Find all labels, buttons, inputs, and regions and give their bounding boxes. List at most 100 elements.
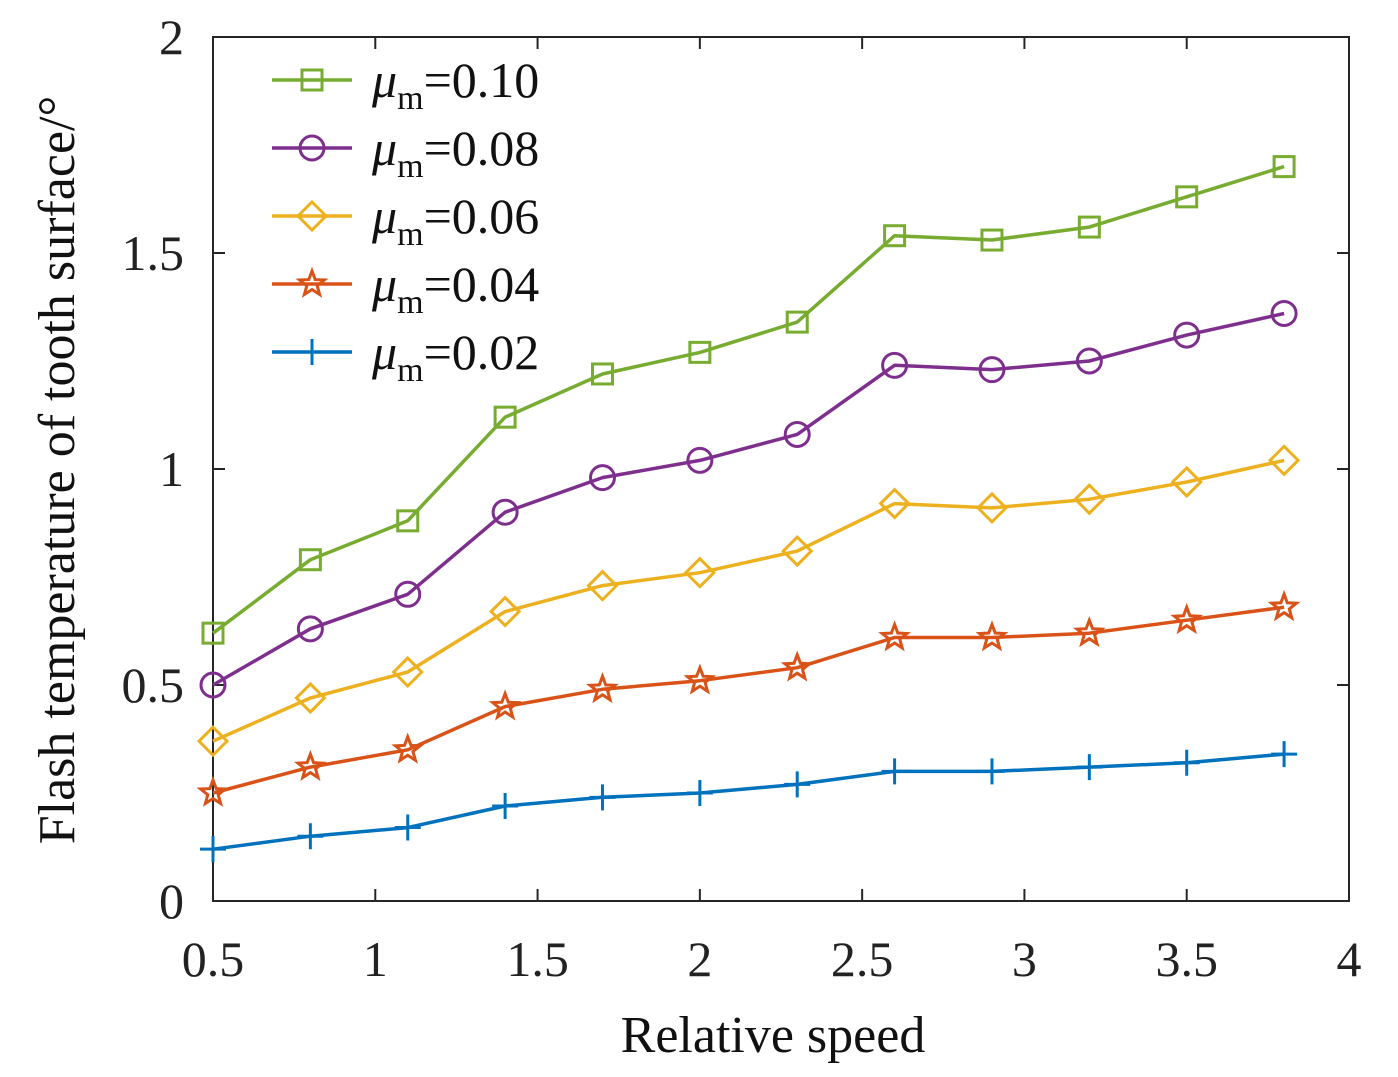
legend-symbol: μ <box>371 256 397 312</box>
data-point-star <box>878 620 912 652</box>
series-line <box>212 752 1285 851</box>
series-3 <box>196 589 1301 807</box>
data-point-square <box>396 509 420 533</box>
legend-value: =0.02 <box>424 324 540 380</box>
data-point-square <box>201 621 225 645</box>
legend-value: =0.04 <box>424 256 540 312</box>
legend-subscript: m <box>397 284 423 321</box>
data-point-plus <box>492 792 519 819</box>
series-line <box>212 458 1285 743</box>
x-tick-label: 4 <box>1337 931 1362 987</box>
series-line <box>212 605 1285 795</box>
data-point-star <box>196 775 230 807</box>
legend-marker-circle <box>298 134 326 162</box>
legend-marker-plus <box>299 339 325 365</box>
legend-label: μm=0.02 <box>371 324 539 389</box>
data-point-circle <box>199 671 227 699</box>
data-point-star <box>586 671 619 704</box>
x-tick-label: 0.5 <box>182 931 245 987</box>
data-point-circle <box>394 580 422 608</box>
data-point-square <box>590 362 614 386</box>
legend-item: μm=0.04 <box>272 256 539 321</box>
series-layer <box>196 155 1301 863</box>
data-point-star <box>1170 602 1204 635</box>
data-point-star <box>1267 589 1301 622</box>
legend-subscript: m <box>397 352 423 389</box>
legend-subscript: m <box>397 216 423 253</box>
x-tick-label: 3 <box>1012 931 1037 987</box>
y-axis-label: Flash temperature of tooth surface/° <box>29 96 86 845</box>
data-point-circle <box>978 356 1006 384</box>
legend-label: μm=0.10 <box>371 52 539 117</box>
series-2 <box>196 444 1301 758</box>
data-point-square <box>980 228 1004 252</box>
data-point-star <box>488 689 522 721</box>
data-point-diamond <box>488 595 522 628</box>
data-point-circle <box>881 351 909 379</box>
data-point-square <box>1175 185 1199 209</box>
legend-label: μm=0.04 <box>371 256 539 321</box>
x-tick-label: 2.5 <box>831 931 894 987</box>
data-point-plus <box>589 784 616 811</box>
legend-value: =0.08 <box>424 120 540 176</box>
x-axis-label: Relative speed <box>621 1007 926 1064</box>
legend-marker-diamond <box>295 199 329 233</box>
data-point-star <box>1073 615 1106 648</box>
data-point-square <box>785 310 809 334</box>
data-point-square <box>1272 155 1296 179</box>
y-tick-label: 0 <box>159 873 184 929</box>
data-point-square <box>688 340 712 364</box>
legend-item: μm=0.10 <box>272 52 539 117</box>
series-line <box>212 311 1285 687</box>
data-point-square <box>493 405 517 429</box>
data-point-square <box>883 224 907 248</box>
data-point-diamond <box>683 556 716 589</box>
data-point-circle <box>1270 299 1298 327</box>
data-point-star <box>683 663 717 695</box>
y-tick-label: 1 <box>159 441 184 497</box>
data-point-plus <box>1173 749 1200 776</box>
legend-subscript: m <box>397 148 423 185</box>
data-point-diamond <box>975 491 1009 525</box>
legend-label: μm=0.06 <box>371 188 539 253</box>
legend-symbol: μ <box>371 188 397 244</box>
data-point-circle <box>686 446 714 474</box>
data-point-circle <box>491 498 519 526</box>
legend-item: μm=0.08 <box>272 120 539 185</box>
legend-subscript: m <box>397 80 423 117</box>
y-tick-label: 2 <box>159 9 184 65</box>
data-point-plus <box>394 814 421 841</box>
data-point-diamond <box>878 487 911 520</box>
data-point-diamond <box>1073 483 1106 516</box>
data-point-diamond <box>1170 465 1203 499</box>
data-point-circle <box>1173 321 1201 349</box>
data-point-diamond <box>196 725 230 758</box>
legend-marker-square <box>300 68 324 92</box>
series-0 <box>201 155 1296 645</box>
data-point-star <box>294 749 327 782</box>
data-point-circle <box>783 420 811 448</box>
y-tick-label: 0.5 <box>122 657 185 713</box>
series-4 <box>200 741 1298 863</box>
data-point-plus <box>200 836 226 863</box>
data-point-square <box>1077 215 1101 239</box>
series-line <box>211 164 1285 635</box>
data-point-plus <box>784 771 811 798</box>
x-tick-label: 3.5 <box>1155 931 1218 987</box>
ticks-layer: 0.5 1 1.5 2 2.5 3 3.5 400.511.52 <box>122 9 1362 987</box>
x-tick-label: 1 <box>363 931 388 987</box>
data-point-star <box>391 732 425 764</box>
y-tick-label: 1.5 <box>122 225 185 281</box>
data-point-diamond <box>391 655 424 689</box>
legend-symbol: μ <box>371 324 397 380</box>
data-point-plus <box>686 780 713 806</box>
x-tick-label: 1.5 <box>506 931 569 987</box>
data-point-diamond <box>586 569 619 602</box>
data-point-star <box>780 650 814 682</box>
legend-marker-star <box>295 266 329 298</box>
data-point-square <box>298 548 322 572</box>
data-point-plus <box>1271 741 1298 768</box>
